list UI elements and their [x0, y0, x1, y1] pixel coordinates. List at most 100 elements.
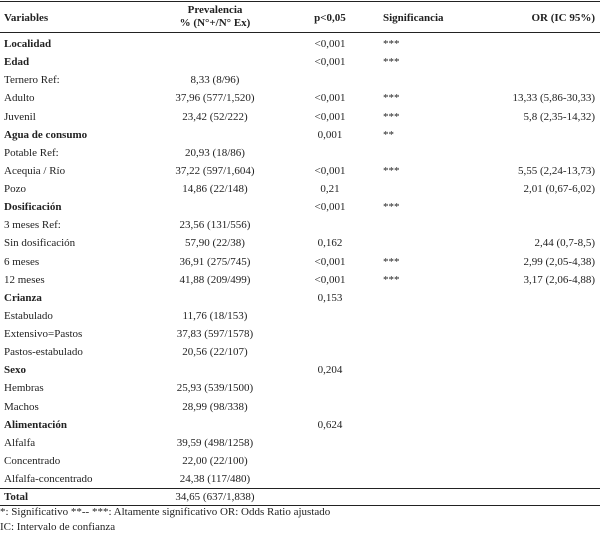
- table-row: Juvenil 23,42 (52/222) <0,001 *** 5,8 (2,35-…: [0, 108, 600, 126]
- row-label: Estabulado: [4, 309, 53, 322]
- header-prevalence-line1: Prevalencia: [187, 4, 243, 16]
- row-odds-ratio: 5,8 (2,35-14,32): [523, 110, 596, 123]
- row-prevalence: 11,76 (18/153): [182, 309, 248, 322]
- row-prevalence: 22,00 (22/100): [182, 454, 248, 467]
- row-significance: ***: [383, 255, 400, 268]
- row-prevalence: 8,33 (8/96): [190, 74, 240, 87]
- table-section-row: Localidad <0,001 ***: [0, 35, 600, 53]
- row-odds-ratio: 3,17 (2,06-4,88): [523, 273, 596, 286]
- table-row: Machos 28,99 (98/338): [0, 398, 600, 416]
- table-section-row: Sexo 0,204: [0, 361, 600, 379]
- row-prevalence: 39,59 (498/1258): [176, 436, 254, 449]
- row-label: Agua de consumo: [4, 128, 88, 141]
- row-prevalence: 41,88 (209/499): [179, 273, 251, 286]
- row-prevalence: 37,22 (597/1,604): [175, 164, 255, 177]
- table-row: Estabulado 11,76 (18/153): [0, 307, 600, 325]
- top-rule: [0, 1, 600, 2]
- row-prevalence: 36,91 (275/745): [179, 255, 251, 268]
- row-prevalence: 14,86 (22/148): [182, 183, 248, 196]
- table-row: 6 meses 36,91 (275/745) <0,001 *** 2,99 (2,0…: [0, 253, 600, 271]
- bottom-rule: [0, 505, 600, 506]
- row-p-value: <0,001: [314, 164, 346, 177]
- header-significance: Significancia: [383, 12, 444, 24]
- total-row: Total 34,65 (637/1,838): [0, 488, 600, 506]
- row-significance: ***: [383, 273, 400, 286]
- row-prevalence: 24,38 (117/480): [179, 473, 251, 486]
- row-prevalence: 37,96 (577/1,520): [175, 92, 255, 105]
- table-row: Adulto 37,96 (577/1,520) <0,001 *** 13,33 (5…: [0, 89, 600, 107]
- row-odds-ratio: 2,44 (0,7-8,5): [534, 237, 596, 250]
- table-row: Pozo 14,86 (22/148) 0,21 2,01 (0,67-6,02): [0, 180, 600, 198]
- row-p-value: 0,153: [317, 291, 343, 304]
- footnote-ic: IC: Intervalo de confianza: [0, 521, 116, 533]
- row-p-value: <0,001: [314, 56, 346, 69]
- table-section-row: Edad <0,001 ***: [0, 53, 600, 71]
- row-prevalence: 23,42 (52/222): [182, 110, 248, 123]
- row-p-value: 0,21: [320, 183, 340, 196]
- total-label: Total: [4, 491, 29, 503]
- total-prevalence: 34,65 (637/1,838): [175, 491, 255, 503]
- row-significance: ***: [383, 110, 400, 123]
- row-label: Crianza: [4, 291, 42, 304]
- row-p-value: <0,001: [314, 110, 346, 123]
- row-label: Ternero Ref:: [4, 74, 60, 87]
- row-label: Sin dosificación: [4, 237, 76, 250]
- table-section-row: Crianza 0,153: [0, 289, 600, 307]
- header-odds-ratio: OR (IC 95%): [531, 12, 595, 24]
- row-p-value: 0,624: [317, 418, 343, 431]
- table-row: Alfalfa 39,59 (498/1258): [0, 434, 600, 452]
- row-p-value: <0,001: [314, 201, 346, 214]
- row-label: Edad: [4, 56, 30, 69]
- row-prevalence: 20,56 (22/107): [182, 346, 248, 359]
- row-significance: **: [383, 128, 394, 141]
- row-odds-ratio: 13,33 (5,86-30,33): [512, 92, 596, 105]
- row-prevalence: 28,99 (98/338): [182, 400, 248, 413]
- row-label: Acequia / Río: [4, 164, 66, 177]
- header-rule: [0, 32, 600, 33]
- row-label: Dosificación: [4, 201, 62, 214]
- table-row: Sin dosificación 57,90 (22/38) 0,162 2,44 (…: [0, 234, 600, 252]
- row-label: Adulto: [4, 92, 35, 105]
- row-p-value: <0,001: [314, 38, 346, 50]
- row-label: Localidad: [4, 38, 52, 50]
- row-label: Juvenil: [4, 110, 36, 123]
- row-p-value: <0,001: [314, 92, 346, 105]
- header-variables: Variables: [4, 12, 49, 24]
- row-label: 3 meses Ref:: [4, 219, 61, 232]
- table-row: Potable Ref: 20,93 (18/86): [0, 144, 600, 162]
- footnote-significance: *: Significativo **-- ***: Altamente sig…: [0, 506, 331, 518]
- row-label: 12 meses: [4, 273, 45, 286]
- header-prevalence-line2: % (N°+/N° Ex): [179, 17, 251, 29]
- row-p-value: <0,001: [314, 255, 346, 268]
- row-label: Extensivo=Pastos: [4, 328, 83, 341]
- row-odds-ratio: 2,99 (2,05-4,38): [523, 255, 596, 268]
- row-p-value: <0,001: [314, 273, 346, 286]
- row-odds-ratio: 5,55 (2,24-13,73): [518, 164, 595, 177]
- row-significance: ***: [383, 56, 400, 69]
- row-label: Alfalfa-concentrado: [4, 473, 93, 486]
- row-significance: ***: [383, 38, 400, 50]
- total-top-rule: [0, 488, 600, 489]
- row-label: Pozo: [4, 183, 26, 196]
- row-p-value: 0,001: [317, 128, 343, 141]
- table-row: 12 meses 41,88 (209/499) <0,001 *** 3,17 (2,…: [0, 271, 600, 289]
- table-row: Acequia / Río 37,22 (597/1,604) <0,001 *** 5…: [0, 162, 600, 180]
- row-prevalence: 25,93 (539/1500): [176, 382, 254, 395]
- table-row: Ternero Ref: 8,33 (8/96): [0, 71, 600, 89]
- row-prevalence: 57,90 (22/38): [185, 237, 245, 250]
- table-row: Hembras 25,93 (539/1500): [0, 379, 600, 397]
- row-prevalence: 37,83 (597/1578): [176, 328, 254, 341]
- table-section-row: Alimentación 0,624: [0, 416, 600, 434]
- header-prevalence: Prevalencia % (N°+/N° Ex): [150, 4, 280, 30]
- row-significance: ***: [383, 201, 400, 214]
- row-label: Sexo: [4, 364, 26, 377]
- table-row: 3 meses Ref: 23,56 (131/556): [0, 216, 600, 234]
- row-label: Pastos-estabulado: [4, 346, 83, 359]
- table-row: Pastos-estabulado 20,56 (22/107): [0, 343, 600, 361]
- row-prevalence: 20,93 (18/86): [185, 146, 245, 159]
- row-label: Concentrado: [4, 454, 61, 467]
- table-row: Alfalfa-concentrado 24,38 (117/480): [0, 470, 600, 488]
- row-label: Potable Ref:: [4, 146, 59, 159]
- row-p-value: 0,162: [317, 237, 343, 250]
- table-section-row: Agua de consumo 0,001 **: [0, 126, 600, 144]
